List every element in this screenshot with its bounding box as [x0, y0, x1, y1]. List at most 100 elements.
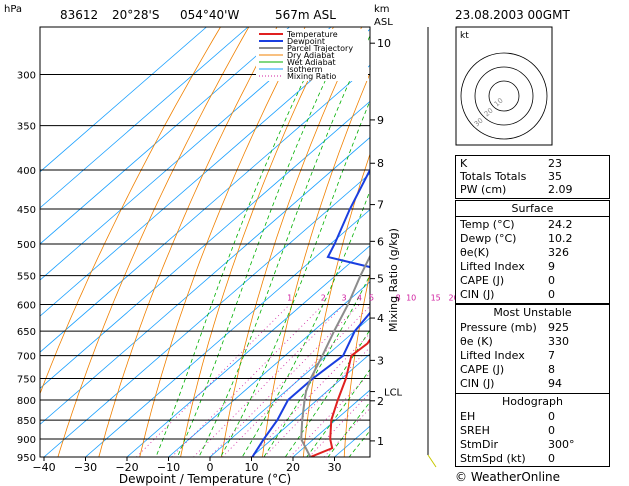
asl-unit-label: ASL — [374, 17, 393, 28]
isotherm-line — [40, 136, 370, 425]
surface-wind-barb — [427, 454, 437, 468]
pressure-tick-label: 350 — [17, 122, 36, 133]
km-unit-label: km — [374, 4, 390, 15]
mixing-ratio-axis-title: Mixing Ratio (g/kg) — [387, 228, 400, 332]
surface-dewp-value: 10.2 — [548, 232, 573, 245]
surface-thetae-label: θe(K) — [460, 246, 490, 259]
surface-lifted-index-value: 9 — [548, 260, 555, 273]
surface-dewp-label: Dewp (°C) — [460, 232, 517, 245]
hodograph-params-box: Hodograph EH 0 SREH 0 StmDir 300° StmSpd (k… — [455, 393, 610, 467]
isotherm-line — [85, 209, 370, 457]
dry-adiabat-line — [221, 27, 363, 457]
mixing-ratio-label: 8 — [396, 294, 401, 303]
mu-lifted-index-label: Lifted Index — [460, 349, 525, 362]
k-index-label: K — [460, 157, 468, 170]
mixing-ratio-label: 10 — [406, 294, 416, 303]
precipitable-water-value: 2.09 — [548, 183, 573, 196]
dry-adiabat-line — [139, 27, 306, 457]
mixing-ratio-label: 4 — [357, 294, 362, 303]
mu-cin-label: CIN (J) — [460, 377, 495, 390]
mixing-ratio-label: 5 — [369, 294, 374, 303]
pressure-tick-label: 800 — [17, 396, 36, 407]
isotherm-line — [40, 64, 370, 353]
sreh-value: 0 — [548, 424, 555, 437]
hodograph-params-title: Hodograph — [502, 395, 563, 408]
km-tick-label: 10 — [377, 37, 391, 50]
legend-entry: Temperature — [286, 30, 338, 39]
surface-temp-value: 24.2 — [548, 218, 573, 231]
storm-direction-label: StmDir — [460, 438, 499, 451]
indices-box: K 23 Totals Totals 35 PW (cm) 2.09 — [455, 155, 610, 199]
isotherm-line — [40, 27, 249, 209]
km-tick-label: 3 — [377, 354, 384, 367]
dewpoint-profile — [251, 167, 370, 457]
mixing-ratio-line — [250, 332, 370, 457]
dry-adiabat-line — [98, 27, 278, 457]
pressure-tick-label: 900 — [17, 435, 36, 446]
isotherm-line — [40, 28, 370, 317]
surface-thetae-value: 326 — [548, 246, 569, 259]
pressure-tick-label: 500 — [17, 240, 36, 251]
dry-adiabat-line — [40, 27, 221, 395]
pressure-tick-label: 400 — [17, 166, 36, 177]
isotherm-line — [43, 172, 370, 457]
totals-totals-label: Totals Totals — [460, 170, 527, 183]
diagram-axes: 3003504004505005506006507007508008509009… — [17, 26, 473, 474]
precipitable-water-label: PW (cm) — [460, 183, 507, 196]
dry-adiabat-line — [343, 271, 370, 457]
pressure-tick-label: 750 — [17, 375, 36, 386]
x-tick-label: 10 — [245, 461, 259, 474]
pressure-tick-label: 450 — [17, 205, 36, 216]
surface-cin-value: 0 — [548, 288, 555, 301]
km-tick-label: 8 — [377, 157, 384, 170]
hpa-unit-label: hPa — [4, 4, 22, 15]
legend-entry: Mixing Ratio — [287, 72, 336, 81]
wet-adiabat-line — [241, 189, 370, 457]
dry-adiabat-line — [302, 152, 370, 457]
wet-adiabat-line — [220, 99, 370, 457]
dry-adiabat-line — [180, 27, 334, 457]
station-lon: 054°40'W — [180, 8, 239, 22]
most-unstable-box: Most Unstable Pressure (mb) 925 θe (K) 330… — [455, 304, 610, 394]
mu-pressure-label: Pressure (mb) — [460, 321, 537, 334]
x-tick-label: −30 — [74, 461, 97, 474]
hodograph-kt-label: kt — [460, 31, 469, 41]
hodograph-frame — [455, 26, 553, 146]
mixing-ratio-line — [136, 304, 290, 457]
x-tick-label: −20 — [115, 461, 138, 474]
surface-temp-label: Temp (°C) — [460, 218, 515, 231]
legend-entry: Parcel Trajectory — [287, 44, 353, 53]
hodograph-ring-label: 10 — [493, 97, 505, 109]
mu-pressure-value: 925 — [548, 321, 569, 334]
plot-frame — [39, 26, 371, 458]
surface-lifted-index-label: Lifted Index — [460, 260, 525, 273]
storm-direction-value: 300° — [548, 438, 575, 451]
mu-thetae-value: 330 — [548, 335, 569, 348]
km-tick-label: 9 — [377, 114, 384, 127]
km-tick-label: 7 — [377, 199, 384, 212]
legend-entry: Dry Adiabat — [287, 51, 334, 60]
eh-value: 0 — [548, 410, 555, 423]
storm-speed-label: StmSpd (kt) — [460, 452, 526, 465]
k-index-value: 23 — [548, 157, 562, 170]
sounding-datetime: 23.08.2003 00GMT — [455, 8, 570, 22]
km-tick-label: 1 — [377, 435, 384, 448]
isotherm-line — [40, 27, 290, 245]
station-elevation: 567m ASL — [275, 8, 336, 22]
surface-cape-label: CAPE (J) — [460, 274, 505, 287]
legend-entry: Isotherm — [287, 65, 323, 74]
isotherm-line — [40, 27, 332, 281]
x-tick-label: 20 — [286, 461, 300, 474]
mixing-ratio-label: 1 — [287, 294, 292, 303]
isotherm-line — [40, 27, 207, 173]
x-axis-title: Dewpoint / Temperature (°C) — [119, 472, 291, 486]
mixing-ratio-label: 20 — [449, 294, 459, 303]
mu-cape-label: CAPE (J) — [460, 363, 505, 376]
dry-adiabat-line — [57, 27, 250, 457]
wet-adiabat-line — [263, 274, 370, 457]
lcl-label: LCL — [384, 388, 403, 399]
pressure-tick-label: 650 — [17, 327, 36, 338]
mixing-ratio-line — [193, 304, 345, 457]
